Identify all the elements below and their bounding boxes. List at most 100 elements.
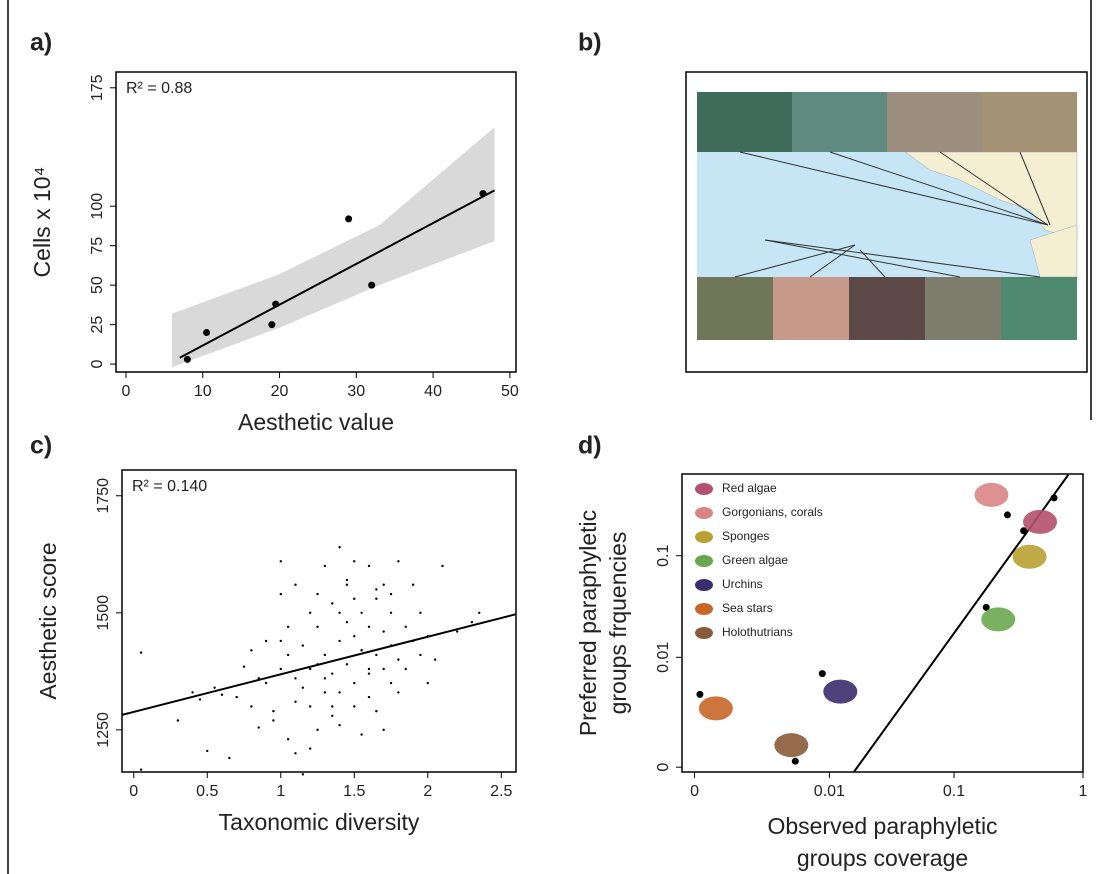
legend-label: Red algae <box>722 481 777 495</box>
point <box>294 752 297 755</box>
point <box>301 644 305 647</box>
legend-label: Urchins <box>722 577 763 591</box>
point <box>389 644 393 647</box>
plot-frame <box>681 473 1084 773</box>
point <box>264 639 268 643</box>
point <box>419 653 422 657</box>
point <box>272 709 275 713</box>
x-tick-label: 10 <box>194 383 212 400</box>
point <box>308 705 312 708</box>
point <box>1020 527 1028 535</box>
photo <box>1001 277 1077 340</box>
x-axis-title: Aesthetic value <box>238 409 394 435</box>
x-tick-label: 40 <box>424 383 442 400</box>
legend-icon <box>695 507 713 519</box>
point <box>220 693 224 696</box>
fit-line <box>179 189 495 359</box>
photo <box>697 277 773 340</box>
y-tick-label: 0 <box>89 360 106 369</box>
y-tick-label: 25 <box>89 316 106 334</box>
point <box>345 215 353 223</box>
x-tick-label: 1 <box>276 783 285 800</box>
point <box>206 749 209 753</box>
point <box>470 620 474 624</box>
panel: 0 0.5 1 1.5 2 2.5 1250 1500 1750 Taxonomic divers… <box>35 469 517 835</box>
point <box>338 723 341 727</box>
point <box>353 681 356 685</box>
point <box>397 560 400 563</box>
legend-icon <box>695 483 713 495</box>
point <box>345 578 349 582</box>
legend-icon <box>695 579 713 591</box>
point <box>389 611 393 615</box>
point <box>353 597 356 600</box>
point <box>242 665 246 668</box>
point <box>301 773 305 776</box>
point <box>176 719 180 722</box>
point <box>338 546 341 549</box>
point <box>338 691 341 694</box>
point <box>353 705 356 708</box>
legend-icon <box>695 627 713 639</box>
point <box>411 639 415 643</box>
point <box>1003 511 1011 519</box>
point <box>203 329 211 337</box>
photo <box>982 92 1077 152</box>
point <box>367 625 371 629</box>
point <box>323 677 327 680</box>
organism-icon <box>774 733 809 758</box>
photo <box>887 92 982 152</box>
photo <box>925 277 1001 340</box>
y-axis-title: groups frquencies <box>605 532 631 715</box>
point <box>360 733 363 736</box>
organism-icon <box>823 679 858 704</box>
point <box>191 691 194 694</box>
x-tick-label: 0.01 <box>814 783 845 800</box>
legend-label: Gorgonians, corals <box>722 505 823 519</box>
x-tick-label: 0.5 <box>196 783 218 800</box>
legend-label: Sponges <box>722 529 769 543</box>
point <box>404 667 407 671</box>
point <box>308 747 312 750</box>
point <box>360 649 363 652</box>
point <box>479 190 487 198</box>
point <box>301 686 305 689</box>
x-tick-label: 20 <box>271 383 289 400</box>
y-tick-label: 100 <box>89 193 106 220</box>
point <box>294 677 297 680</box>
x-tick-label: 2.5 <box>490 783 512 800</box>
y-tick-label: 1250 <box>95 712 112 748</box>
y-axis-title: Cells x 10⁴ <box>29 167 55 278</box>
point <box>286 653 290 657</box>
point <box>397 658 400 661</box>
x-tick-label: 1.5 <box>343 783 365 800</box>
point <box>791 757 799 765</box>
point <box>382 630 385 633</box>
point <box>331 714 334 718</box>
point <box>375 588 378 591</box>
y-tick-label: 0.1 <box>655 544 672 566</box>
y-tick-label: 1500 <box>95 595 112 631</box>
point <box>228 756 231 760</box>
point <box>397 691 400 694</box>
panel-label: c) <box>30 432 52 460</box>
panel: 0 10 20 30 40 50 0 25 50 75 100 175 Aesthetic value C… <box>29 71 519 435</box>
annotation: R² = 0.140 <box>132 478 207 495</box>
point <box>411 583 415 586</box>
point <box>235 695 238 699</box>
point <box>286 738 290 741</box>
y-tick-label: 175 <box>89 74 106 101</box>
point <box>198 698 202 701</box>
y-axis-title: Aesthetic score <box>35 542 61 699</box>
point <box>316 728 319 732</box>
map-panel <box>685 71 1088 373</box>
photo <box>773 277 849 340</box>
point <box>331 672 334 675</box>
point <box>696 690 704 698</box>
point <box>250 705 253 708</box>
point <box>982 603 990 611</box>
point <box>183 355 191 363</box>
point <box>441 564 444 568</box>
point <box>818 670 826 678</box>
